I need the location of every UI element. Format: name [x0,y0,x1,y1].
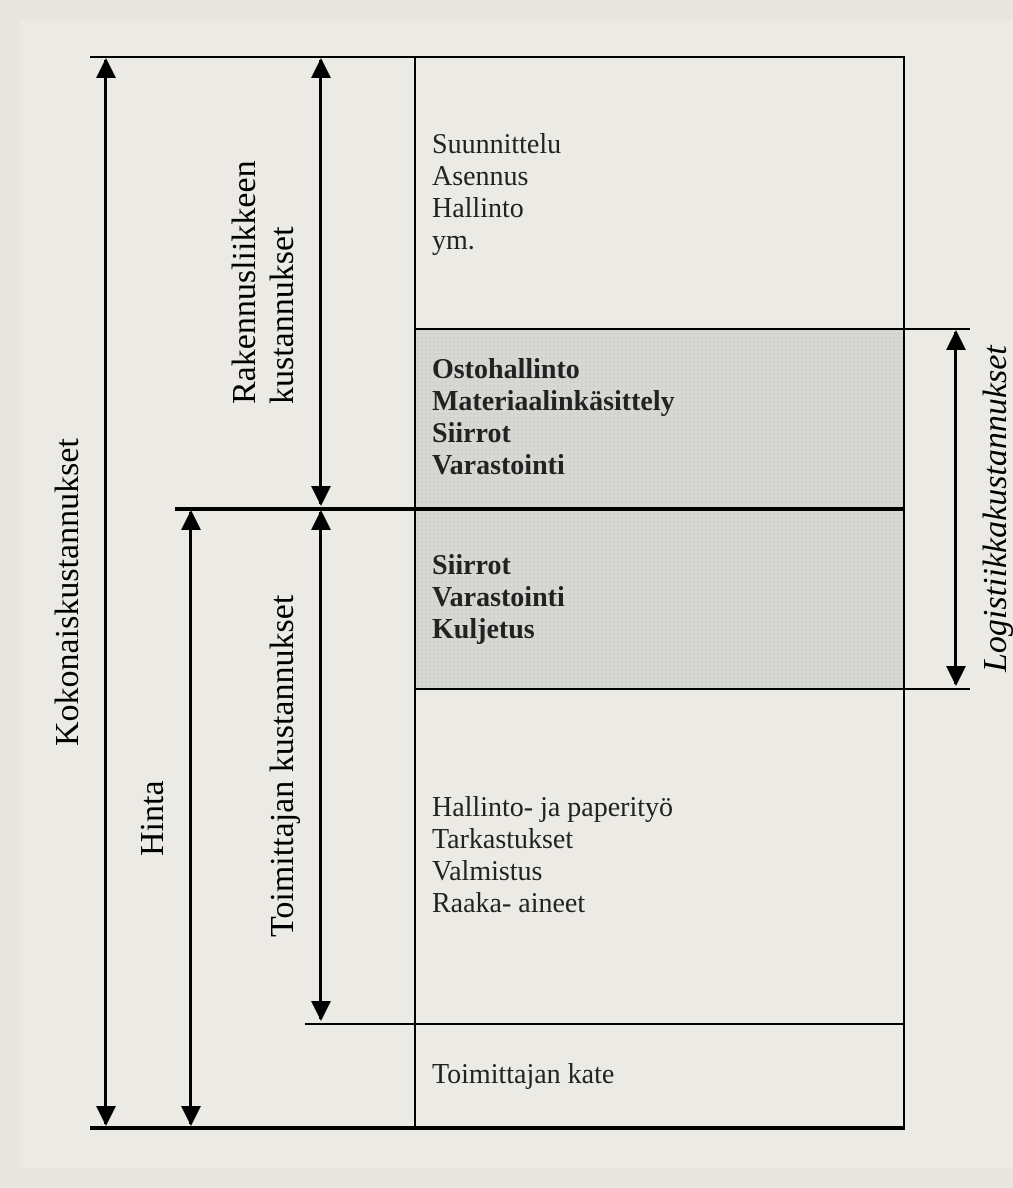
ext-line-bottom [90,1126,905,1130]
ext-line-split3 [305,1023,414,1025]
ext-line-top [90,56,414,58]
text-line: ym. [432,225,891,257]
ext-line-mid [175,507,414,511]
label-toimittaja: Toimittajan kustannukset [264,594,302,936]
text-line: Suunnittelu [432,129,891,161]
text-line: Valmistus [432,856,891,888]
arrow-hinta [189,512,192,1124]
diagram-stage: SuunnitteluAsennusHallintoym. Ostohallin… [20,20,1013,1168]
text-line: Varastointi [432,450,891,482]
label-line: Rakennusliikkeen [226,160,264,404]
arrow-kokonais [104,60,107,1124]
cell-supplier-margin: Toimittajan kate [416,1023,903,1126]
ext-line-right-bottom [905,688,970,690]
arrow-toimittaja [319,512,322,1019]
text-line: Hallinto- ja paperityö [432,792,891,824]
label-logistiikka: Logistiikkakustannukset [977,345,1013,672]
cell-supplier-other: Hallinto- ja paperityöTarkastuksetValmis… [416,688,903,1023]
text-line: Ostohallinto [432,354,891,386]
text-line: Varastointi [432,582,891,614]
sep-1 [414,328,905,330]
cell-construction-logistics: OstohallintoMateriaalinkäsittelySiirrotV… [416,328,903,508]
text-line: Siirrot [432,418,891,450]
label-line: kustannukset [264,160,302,404]
sep-4 [414,1023,905,1025]
text-line: Siirrot [432,550,891,582]
text-line: Raaka- aineet [432,888,891,920]
arrow-logistiikka [954,332,957,684]
sep-mid [414,507,905,511]
cell-supplier-logistics: SiirrotVarastointiKuljetus [416,508,903,688]
arrow-rakennus [319,60,322,504]
text-line: Hallinto [432,193,891,225]
text-line: Asennus [432,161,891,193]
label-hinta: Hinta [134,780,172,856]
sep-3 [414,688,905,690]
text-line: Materiaalinkäsittely [432,386,891,418]
label-kokonais: Kokonaiskustannukset [49,438,87,746]
text-line: Tarkastukset [432,824,891,856]
cell-construction-other: SuunnitteluAsennusHallintoym. [416,58,903,328]
text-line: Kuljetus [432,614,891,646]
label-rakennus: Rakennusliikkeenkustannukset [226,160,302,404]
